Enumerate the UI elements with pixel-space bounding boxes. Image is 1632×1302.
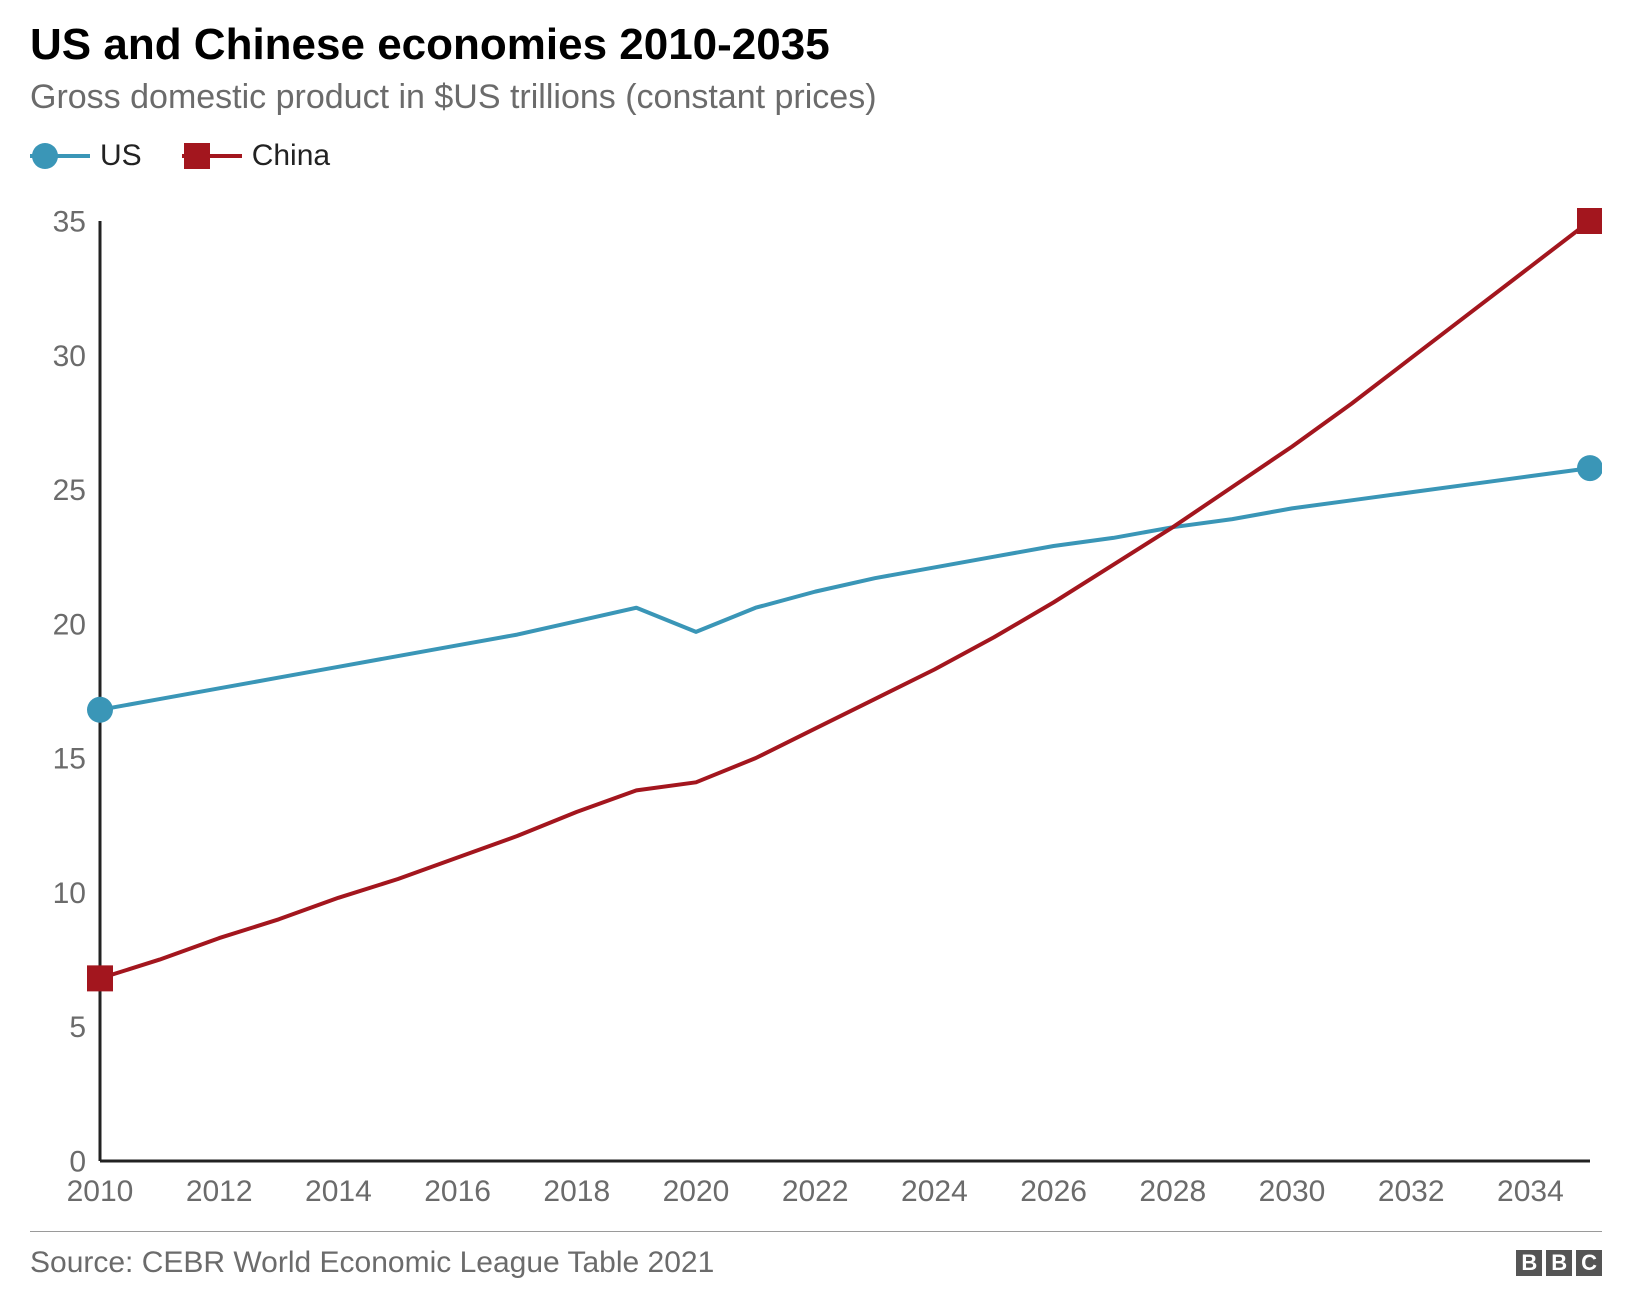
legend-marker-us [30, 143, 90, 169]
chart-footer: Source: CEBR World Economic League Table… [30, 1231, 1602, 1280]
chart-svg: 0 5 10 15 20 25 30 35 2010 2012 2014 2016 2018 2020 20… [30, 191, 1602, 1211]
chart-title: US and Chinese economies 2010-2035 [30, 20, 1602, 70]
svg-text:2032: 2032 [1378, 1175, 1445, 1208]
bbc-logo-b1: B [1516, 1250, 1542, 1276]
svg-text:2030: 2030 [1259, 1175, 1326, 1208]
svg-text:2014: 2014 [305, 1175, 372, 1208]
svg-text:2034: 2034 [1497, 1175, 1564, 1208]
legend-item-us: US [30, 139, 142, 173]
chart-plot-area: 0 5 10 15 20 25 30 35 2010 2012 2014 2016 2018 2020 20… [30, 191, 1602, 1211]
svg-text:2016: 2016 [424, 1175, 491, 1208]
svg-text:25: 25 [53, 474, 86, 507]
svg-text:2028: 2028 [1139, 1175, 1206, 1208]
svg-text:20: 20 [53, 608, 86, 641]
svg-text:30: 30 [53, 340, 86, 373]
svg-text:2024: 2024 [901, 1175, 968, 1208]
legend-label-china: China [252, 139, 330, 173]
legend-item-china: China [182, 139, 330, 173]
bbc-logo: B B C [1516, 1250, 1602, 1276]
chart-source: Source: CEBR World Economic League Table… [30, 1246, 714, 1280]
svg-text:5: 5 [69, 1011, 86, 1044]
chart-subtitle: Gross domestic product in $US trillions … [30, 78, 1602, 117]
legend-label-us: US [100, 139, 142, 173]
svg-text:0: 0 [69, 1146, 86, 1179]
svg-text:2026: 2026 [1020, 1175, 1087, 1208]
svg-text:2020: 2020 [663, 1175, 730, 1208]
svg-text:10: 10 [53, 877, 86, 910]
bbc-logo-c: C [1576, 1250, 1602, 1276]
chart-container: US and Chinese economies 2010-2035 Gross… [0, 0, 1632, 1302]
svg-text:35: 35 [53, 206, 86, 239]
svg-text:2022: 2022 [782, 1175, 849, 1208]
svg-text:15: 15 [53, 743, 86, 776]
svg-text:2010: 2010 [67, 1175, 134, 1208]
svg-text:2018: 2018 [543, 1175, 610, 1208]
bbc-logo-b2: B [1546, 1250, 1572, 1276]
legend-marker-china [182, 143, 242, 169]
svg-text:2012: 2012 [186, 1175, 253, 1208]
chart-legend: US China [30, 139, 1602, 173]
